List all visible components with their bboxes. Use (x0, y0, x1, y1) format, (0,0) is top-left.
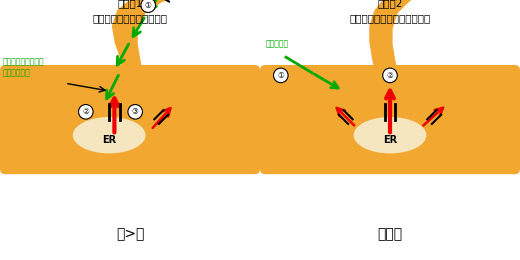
Polygon shape (369, 0, 439, 73)
Circle shape (128, 105, 142, 119)
Text: 繊毛依存的カルシウム経路: 繊毛依存的カルシウム経路 (93, 14, 167, 23)
Circle shape (79, 105, 93, 119)
Text: ①: ① (145, 1, 152, 10)
Text: タイプ2: タイプ2 (378, 0, 402, 8)
Circle shape (274, 68, 288, 83)
Text: 繊毛非依存的カルシウム経路: 繊毛非依存的カルシウム経路 (349, 14, 431, 23)
Polygon shape (112, 0, 203, 73)
Text: ③: ③ (132, 107, 139, 116)
Text: 左＝右: 左＝右 (378, 227, 402, 241)
Text: 外部刺激？: 外部刺激？ (265, 40, 288, 49)
Ellipse shape (73, 117, 146, 153)
Circle shape (383, 68, 397, 83)
Text: ER: ER (383, 135, 397, 145)
Circle shape (141, 0, 155, 12)
FancyBboxPatch shape (0, 65, 260, 174)
FancyBboxPatch shape (260, 65, 520, 174)
Ellipse shape (354, 117, 426, 153)
Text: ②: ② (386, 71, 394, 80)
Text: ①: ① (277, 71, 284, 80)
Text: タイプ1: タイプ1 (118, 0, 142, 8)
Text: 繊毛から小胞体への
シグナル伝達: 繊毛から小胞体への シグナル伝達 (3, 57, 44, 77)
Text: ②: ② (82, 107, 89, 116)
Text: 左>右: 左>右 (116, 227, 144, 241)
Text: ER: ER (102, 135, 116, 145)
